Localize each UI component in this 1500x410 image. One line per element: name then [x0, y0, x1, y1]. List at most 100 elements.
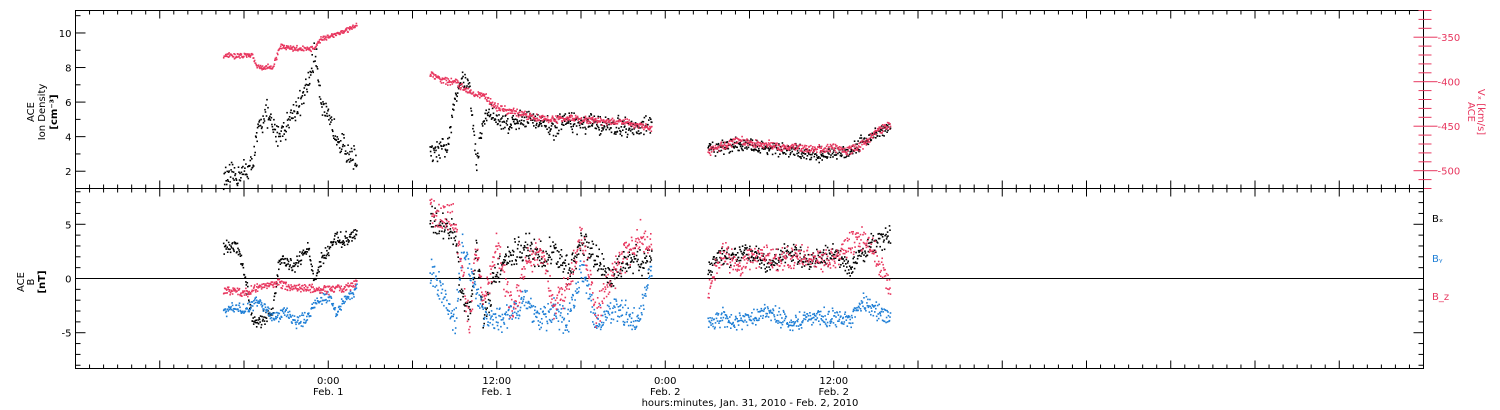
top-data-point: [774, 152, 777, 155]
bottom-data-point: [797, 318, 799, 321]
top-right-tick-label: -400: [1438, 78, 1461, 89]
top-data-point: [315, 48, 318, 50]
bottom-data-point: [344, 235, 346, 237]
bottom-data-point: [641, 274, 643, 277]
top-data-point: [765, 146, 768, 149]
top-data-point: [627, 121, 629, 124]
top-data-point: [353, 26, 355, 29]
bottom-data-point: [261, 315, 263, 318]
bottom-data-point: [356, 280, 358, 282]
top-data-point: [587, 122, 590, 125]
top-data-point: [256, 126, 259, 129]
bottom-data-point: [249, 303, 252, 306]
top-data-point: [812, 152, 814, 154]
bottom-data-point: [242, 303, 245, 306]
bottom-data-point: [284, 310, 286, 313]
top-data-point: [500, 118, 502, 120]
bottom-data-point: [439, 226, 441, 228]
top-data-point: [627, 129, 630, 131]
bottom-data-point: [304, 288, 307, 291]
top-data-point: [720, 149, 723, 152]
bottom-data-point: [461, 292, 463, 294]
bottom-data-point: [806, 313, 809, 315]
bottom-data-point: [711, 271, 713, 273]
bottom-data-point: [639, 266, 642, 269]
bottom-data-point: [507, 281, 509, 283]
top-data-point: [649, 132, 652, 134]
bottom-data-point: [789, 324, 792, 327]
top-data-point: [492, 112, 495, 115]
bottom-data-point: [646, 287, 649, 289]
bottom-data-point: [823, 306, 825, 309]
bottom-data-point: [255, 299, 258, 302]
top-data-point: [283, 44, 285, 47]
top-data-point: [578, 121, 580, 123]
top-data-point: [637, 126, 639, 128]
top-data-point: [568, 116, 570, 119]
top-data-point: [753, 149, 755, 152]
bottom-data-point: [462, 275, 464, 278]
top-data-point: [529, 114, 531, 116]
bottom-data-point: [497, 328, 500, 331]
bottom-data-point: [330, 289, 332, 292]
top-data-point: [246, 176, 249, 178]
top-data-point: [807, 150, 810, 153]
top-data-point: [738, 143, 741, 146]
top-data-point: [296, 49, 299, 51]
top-data-point: [888, 128, 891, 130]
bottom-data-point: [266, 309, 269, 312]
bottom-data-point: [278, 268, 280, 271]
bottom-data-point: [880, 307, 883, 310]
top-data-point: [300, 96, 303, 99]
bottom-data-point: [809, 261, 812, 263]
top-data-point: [279, 133, 281, 135]
bottom-data-point: [541, 252, 543, 254]
bottom-data-point: [327, 252, 330, 254]
bottom-data-point: [295, 262, 298, 264]
top-data-point: [538, 119, 541, 121]
top-data-point: [596, 120, 599, 122]
bottom-data-point: [499, 315, 502, 318]
bottom-data-point: [304, 251, 307, 254]
bottom-data-point: [430, 201, 432, 204]
bottom-data-point: [229, 292, 232, 294]
top-data-point: [640, 124, 642, 126]
top-data-point: [806, 155, 809, 157]
bottom-data-point: [625, 263, 627, 265]
bottom-data-point: [545, 260, 548, 263]
bottom-data-point: [803, 265, 806, 267]
bottom-data-point: [224, 292, 227, 294]
bottom-data-point: [786, 249, 789, 252]
bottom-data-point: [616, 303, 618, 306]
top-data-point: [810, 156, 813, 159]
bottom-data-point: [638, 265, 641, 268]
bottom-data-point: [233, 241, 236, 243]
bottom-data-point: [619, 305, 621, 307]
top-data-point: [816, 154, 818, 157]
bottom-data-point: [242, 263, 244, 265]
bottom-data-point: [508, 308, 510, 311]
top-data-point: [605, 120, 607, 123]
bottom-data-point: [764, 267, 766, 270]
bottom-data-point: [750, 315, 752, 318]
top-data-point: [786, 144, 789, 147]
top-data-point: [709, 147, 711, 150]
bottom-data-point: [782, 321, 784, 323]
bottom-data-point: [840, 315, 842, 317]
top-data-point: [623, 126, 626, 128]
bottom-data-point: [473, 262, 475, 264]
bottom-data-point: [257, 302, 259, 304]
bottom-data-point: [735, 317, 737, 319]
bottom-data-point: [520, 298, 522, 300]
top-data-point: [262, 67, 264, 69]
bottom-data-point: [328, 285, 331, 288]
top-data-point: [801, 150, 803, 152]
bottom-data-point: [613, 298, 616, 300]
top-data-point: [554, 119, 557, 121]
bottom-data-point: [777, 322, 779, 324]
bottom-data-point: [483, 294, 486, 297]
top-data-point: [795, 144, 798, 147]
top-data-point: [616, 123, 619, 125]
bottom-data-point: [326, 249, 328, 252]
bottom-data-point: [533, 238, 536, 241]
